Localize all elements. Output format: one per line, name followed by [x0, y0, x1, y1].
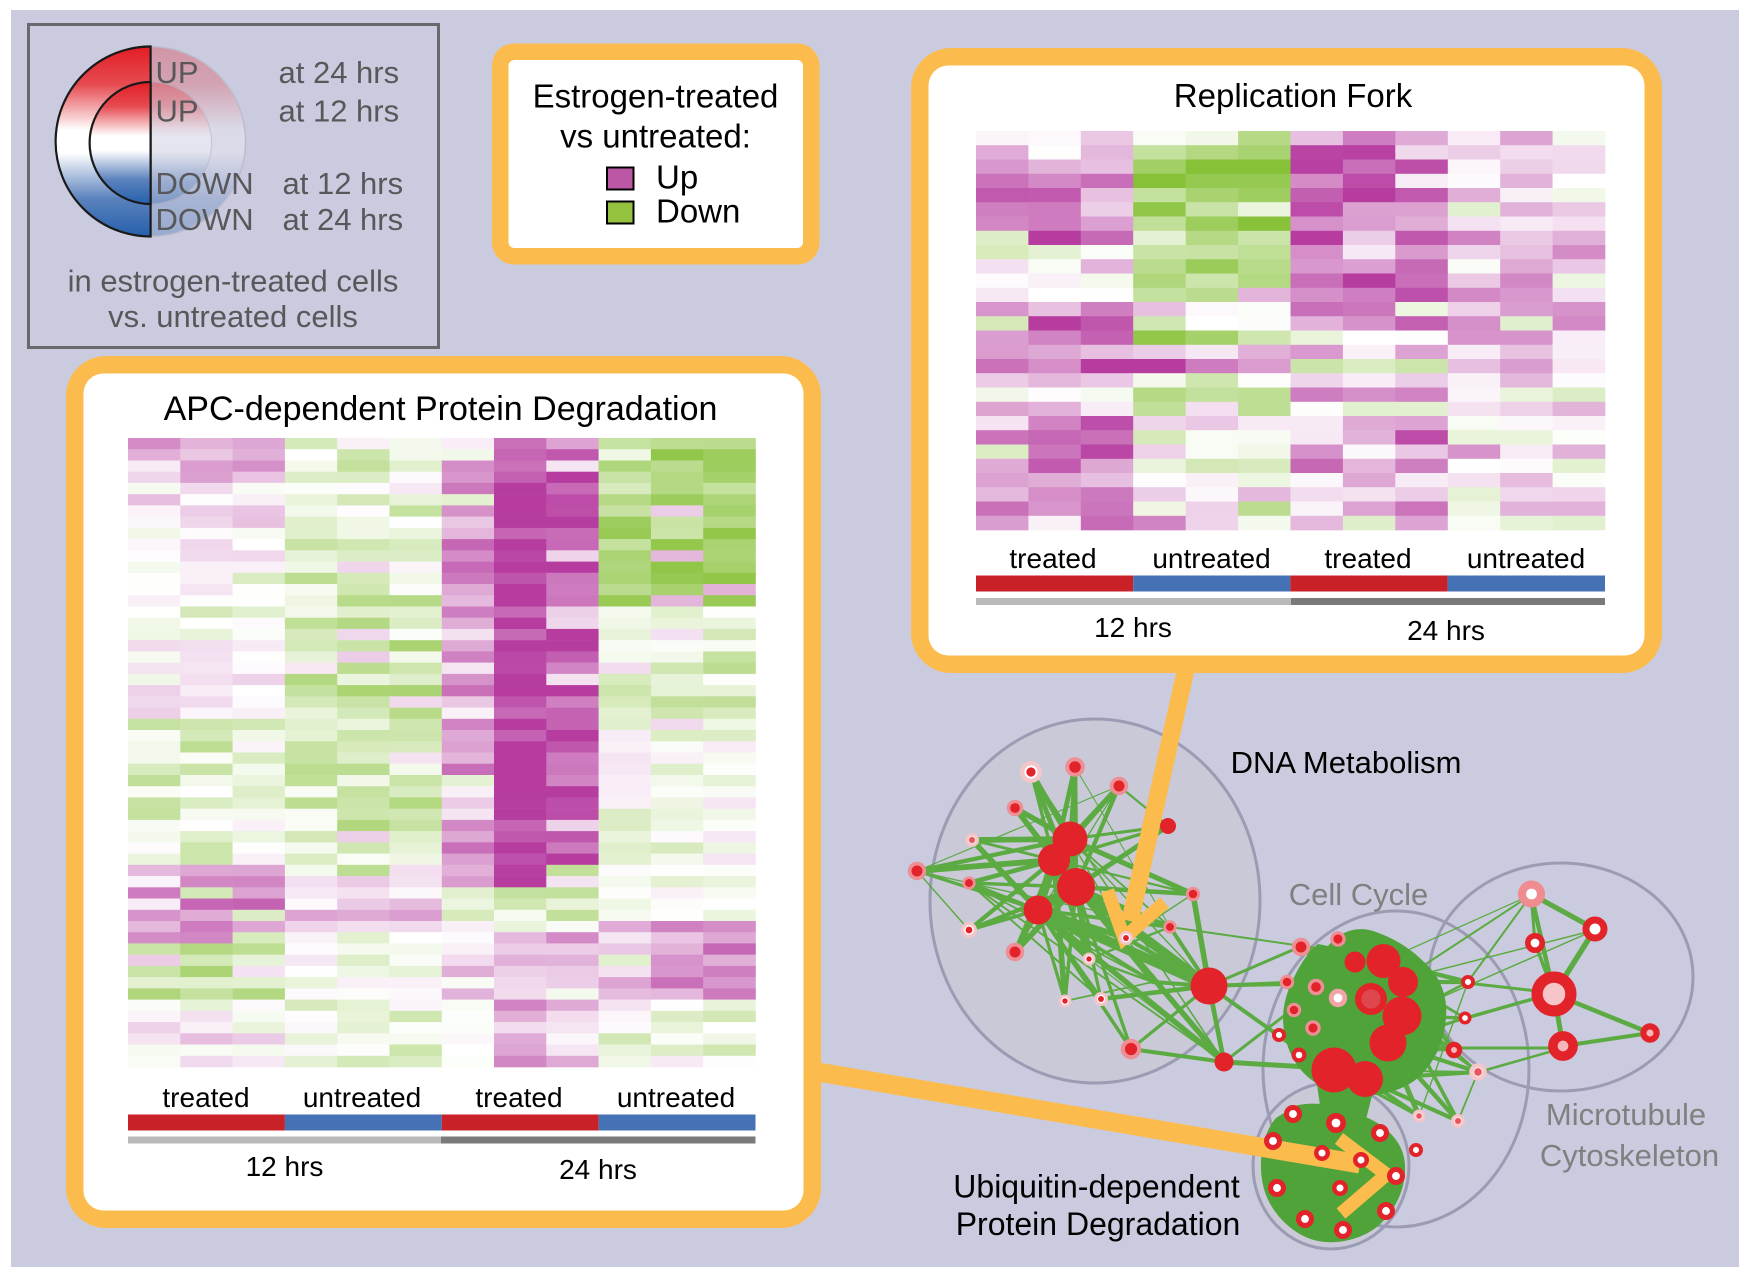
svg-text:Down: Down — [656, 193, 740, 230]
svg-text:Cell Cycle: Cell Cycle — [1289, 877, 1429, 912]
svg-text:treated: treated — [162, 1082, 249, 1113]
svg-text:treated: treated — [1324, 543, 1411, 574]
svg-text:at 12 hrs: at 12 hrs — [283, 166, 404, 201]
svg-text:in estrogen-treated cells: in estrogen-treated cells — [68, 264, 399, 299]
svg-text:at 24 hrs: at 24 hrs — [283, 202, 404, 237]
svg-text:Replication Fork: Replication Fork — [1174, 77, 1413, 114]
svg-text:at 24 hrs: at 24 hrs — [279, 55, 400, 90]
svg-text:untreated: untreated — [617, 1082, 735, 1113]
svg-text:APC-dependent Protein Degradat: APC-dependent Protein Degradation — [164, 390, 718, 428]
svg-text:DOWN: DOWN — [156, 166, 254, 201]
svg-text:untreated: untreated — [1152, 543, 1270, 574]
svg-text:UP: UP — [156, 55, 199, 90]
svg-text:UP: UP — [156, 94, 199, 129]
svg-text:vs untreated:: vs untreated: — [560, 118, 751, 155]
svg-text:Cytoskeleton: Cytoskeleton — [1540, 1138, 1719, 1173]
svg-text:Ubiquitin-dependent: Ubiquitin-dependent — [953, 1169, 1240, 1205]
svg-text:12 hrs: 12 hrs — [1094, 612, 1172, 643]
svg-text:untreated: untreated — [1467, 543, 1585, 574]
svg-text:Estrogen-treated: Estrogen-treated — [533, 78, 779, 115]
svg-text:Up: Up — [656, 159, 698, 196]
svg-text:treated: treated — [475, 1082, 562, 1113]
svg-text:12 hrs: 12 hrs — [246, 1151, 324, 1182]
svg-text:DNA Metabolism: DNA Metabolism — [1231, 745, 1462, 780]
svg-text:Protein Degradation: Protein Degradation — [956, 1206, 1241, 1242]
svg-text:24 hrs: 24 hrs — [559, 1154, 637, 1185]
svg-text:untreated: untreated — [303, 1082, 421, 1113]
svg-text:vs. untreated cells: vs. untreated cells — [108, 299, 358, 334]
svg-text:DOWN: DOWN — [156, 202, 254, 237]
svg-text:24 hrs: 24 hrs — [1407, 615, 1485, 646]
svg-text:Microtubule: Microtubule — [1546, 1097, 1706, 1132]
svg-text:treated: treated — [1009, 543, 1096, 574]
svg-text:at 12 hrs: at 12 hrs — [279, 94, 400, 129]
